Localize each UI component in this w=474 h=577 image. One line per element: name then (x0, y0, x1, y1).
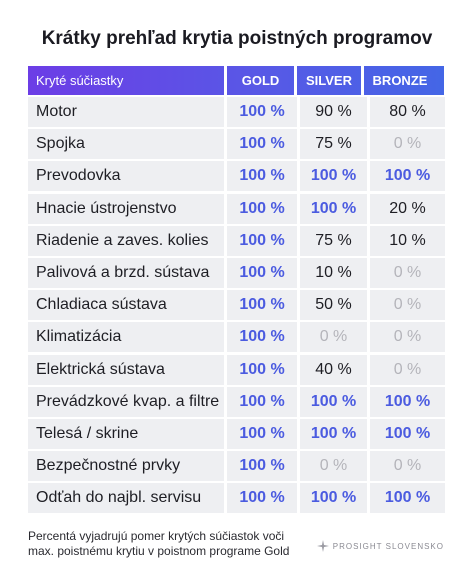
coverage-value: 100 % (300, 483, 367, 514)
coverage-value: 50 % (300, 290, 367, 321)
coverage-value: 100 % (227, 161, 297, 192)
coverage-value: 40 % (300, 354, 367, 385)
table-row: Hnacie ústrojenstvo 100 % 100 % 20 % (28, 193, 445, 224)
table-row: Chladiaca sústava 100 % 50 % 0 % (28, 290, 445, 321)
table-row: Prevodovka 100 % 100 % 100 % (28, 161, 445, 192)
part-name: Spojka (28, 129, 224, 160)
header-cell: BRONZE (361, 66, 436, 95)
coverage-value: 10 % (370, 225, 445, 256)
coverage-value: 75 % (300, 129, 367, 160)
footnote: Percentá vyjadrujú pomer krytých súčiast… (28, 529, 328, 559)
header-cell: GOLD (224, 66, 294, 95)
coverage-value: 0 % (370, 129, 445, 160)
coverage-value: 0 % (300, 322, 367, 353)
brand-icon (316, 540, 329, 552)
coverage-value: 0 % (370, 354, 445, 385)
header-cell: Kryté súčiastky (36, 73, 124, 88)
brand: PROSIGHT SLOVENSKO (316, 540, 444, 552)
part-name: Bezpečnostné prvky (28, 451, 224, 482)
header-row: Kryté súčiastky GOLD SILVER BRONZE (28, 66, 444, 95)
coverage-value: 0 % (300, 451, 367, 482)
part-name: Telesá / skrine (28, 418, 224, 449)
coverage-value: 100 % (370, 483, 445, 514)
coverage-value: 100 % (227, 322, 297, 353)
title: Krátky prehľad krytia poistných programo… (41, 28, 433, 49)
coverage-value: 100 % (227, 193, 297, 224)
coverage-value: 100 % (300, 193, 367, 224)
table-row: Motor 100 % 90 % 80 % (28, 97, 445, 127)
header-cell: SILVER (294, 66, 361, 95)
coverage-value: 100 % (227, 386, 297, 417)
coverage-value: 100 % (227, 129, 297, 160)
brand-text: PROSIGHT SLOVENSKO (332, 541, 444, 551)
coverage-value: 0 % (370, 451, 445, 482)
table-row: Spojka 100 % 75 % 0 % (28, 129, 445, 160)
part-name: Elektrická sústava (28, 354, 224, 385)
coverage-value: 100 % (300, 386, 367, 417)
coverage-value: 100 % (227, 483, 297, 514)
coverage-value: 100 % (370, 161, 445, 192)
coverage-value: 80 % (370, 97, 445, 127)
coverage-value: 0 % (370, 290, 445, 321)
coverage-value: 100 % (227, 418, 297, 449)
coverage-value: 100 % (370, 386, 445, 417)
coverage-value: 90 % (300, 97, 367, 127)
part-name: Riadenie a zaves. kolies (28, 225, 224, 256)
part-name: Prevodovka (28, 161, 224, 192)
coverage-table: Kryté súčiastky GOLD SILVER BRONZE Motor 100 … (28, 66, 445, 515)
part-name: Chladiaca sústava (28, 290, 224, 321)
coverage-value: 20 % (370, 193, 445, 224)
table-row: Prevádzkové kvap. a filtre 100 % 100 % 100 … (28, 386, 445, 417)
coverage-value: 100 % (227, 97, 297, 127)
table-row: Palivová a brzd. sústava 100 % 10 % 0 % (28, 257, 445, 288)
coverage-value: 100 % (227, 257, 297, 288)
coverage-value: 100 % (227, 451, 297, 482)
footnote-line: Percentá vyjadrujú pomer krytých súčiast… (28, 529, 285, 543)
table-row: Elektrická sústava 100 % 40 % 0 % (28, 354, 445, 385)
part-name: Prevádzkové kvap. a filtre (28, 386, 224, 417)
coverage-value: 75 % (300, 225, 367, 256)
part-name: Hnacie ústrojenstvo (28, 193, 224, 224)
coverage-value: 100 % (370, 418, 445, 449)
table-row: Odťah do najbl. servisu 100 % 100 % 100 % (28, 483, 445, 514)
coverage-value: 100 % (300, 418, 367, 449)
table-row: Bezpečnostné prvky 100 % 0 % 0 % (28, 451, 445, 482)
table-row: Riadenie a zaves. kolies 100 % 75 % 10 % (28, 225, 445, 256)
coverage-value: 10 % (300, 257, 367, 288)
part-name: Klimatizácia (28, 322, 224, 353)
part-name: Motor (28, 97, 224, 127)
footnote-line: max. poistnému krytiu v poistnom program… (28, 544, 290, 558)
part-name: Odťah do najbl. servisu (28, 483, 224, 514)
table-row: Telesá / skrine 100 % 100 % 100 % (28, 418, 445, 449)
coverage-value: 0 % (370, 257, 445, 288)
coverage-value: 100 % (300, 161, 367, 192)
coverage-value: 100 % (227, 290, 297, 321)
coverage-value: 0 % (370, 322, 445, 353)
coverage-value: 100 % (227, 354, 297, 385)
table-row: Klimatizácia 100 % 0 % 0 % (28, 322, 445, 353)
coverage-value: 100 % (227, 225, 297, 256)
part-name: Palivová a brzd. sústava (28, 257, 224, 288)
